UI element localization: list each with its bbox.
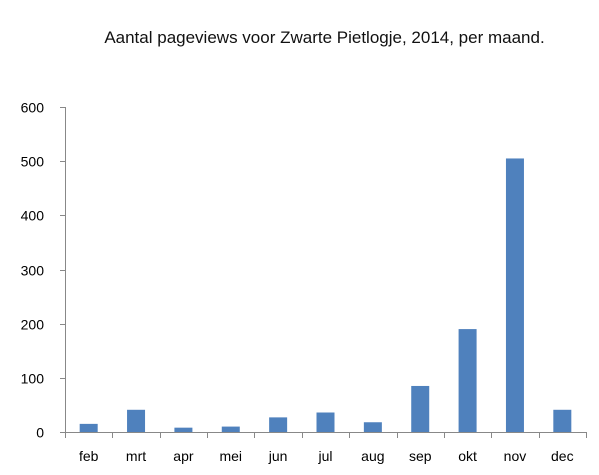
x-tick-label: mei (219, 448, 242, 464)
bar-mei (221, 426, 240, 432)
bar-apr (174, 427, 193, 432)
bar-okt (458, 329, 477, 432)
y-tick-label: 600 (21, 100, 45, 116)
x-tick-label: apr (173, 448, 194, 464)
x-tick-label: okt (458, 448, 477, 464)
x-tick-label: nov (504, 448, 527, 464)
bar-sep (411, 385, 430, 432)
x-tick-label: dec (551, 448, 574, 464)
y-tick-label: 400 (21, 208, 45, 224)
x-tick-label: jul (317, 448, 332, 464)
bar-dec (553, 409, 572, 432)
x-tick-label: feb (79, 448, 99, 464)
y-tick-label: 200 (21, 317, 45, 333)
x-tick-label: sep (409, 448, 432, 464)
x-tick-label: mrt (126, 448, 146, 464)
bar-nov (505, 158, 524, 433)
bar-aug (363, 422, 382, 432)
chart-title: Aantal pageviews voor Zwarte Pietlogje, … (104, 28, 545, 47)
y-tick-label: 300 (21, 263, 45, 279)
y-tick-label: 500 (21, 154, 45, 170)
bar-mrt (127, 409, 146, 432)
x-tick-label: jun (268, 448, 288, 464)
bar-jul (316, 412, 335, 432)
y-tick-label: 100 (21, 371, 45, 387)
y-tick-label: 0 (36, 425, 44, 441)
bar-jun (269, 417, 288, 432)
x-tick-label: aug (361, 448, 384, 464)
bar-feb (79, 423, 98, 432)
